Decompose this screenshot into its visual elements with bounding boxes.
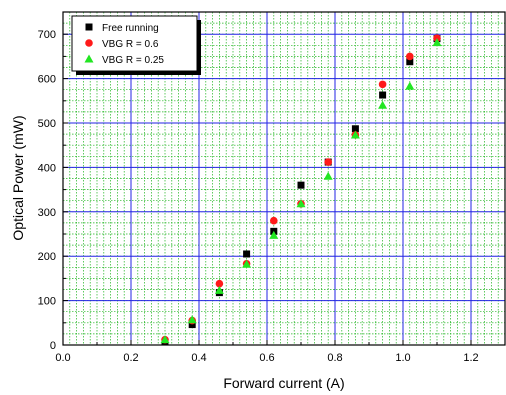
y-tick-label: 100 xyxy=(38,296,56,308)
y-tick-label: 400 xyxy=(38,162,56,174)
data-point xyxy=(188,321,196,329)
data-point xyxy=(269,230,279,239)
legend-markers xyxy=(84,23,94,63)
series-markers xyxy=(160,34,442,345)
data-point xyxy=(378,80,387,89)
data-point xyxy=(351,125,359,133)
x-axis-label: Forward current (A) xyxy=(223,375,344,391)
x-tick-label: 0.0 xyxy=(55,352,70,364)
legend-marker-2 xyxy=(84,54,94,63)
y-tick-label: 0 xyxy=(50,340,56,352)
series-2 xyxy=(160,38,442,344)
data-point xyxy=(214,285,224,294)
data-point xyxy=(405,81,415,90)
data-point xyxy=(270,216,278,225)
tick-labels: 0.0 0.2 0.4 0.6 0.8 1.0 1.2 0 100 200 300 400 500 600… xyxy=(38,29,479,364)
x-tick-label: 0.8 xyxy=(327,352,342,364)
legend-label-vbg-0-25: VBG R = 0.25 xyxy=(102,55,164,66)
legend-label-free-running: Free running xyxy=(102,23,159,34)
data-point xyxy=(406,58,414,66)
y-tick-label: 700 xyxy=(38,29,56,41)
y-tick-label: 600 xyxy=(38,74,56,86)
x-tick-label: 1.0 xyxy=(395,352,410,364)
x-tick-label: 1.2 xyxy=(463,352,478,364)
data-point xyxy=(243,250,251,258)
legend-marker-0 xyxy=(85,23,93,31)
data-point xyxy=(215,279,224,288)
data-point xyxy=(378,100,388,109)
y-tick-label: 500 xyxy=(38,118,56,130)
data-point xyxy=(160,335,170,344)
data-point xyxy=(187,315,197,324)
data-point xyxy=(379,91,387,99)
legend-marker-1 xyxy=(85,39,93,47)
data-point xyxy=(350,130,360,139)
legend: Free running VBG R = 0.6 VBG R = 0.25 xyxy=(71,15,201,75)
data-point xyxy=(296,199,306,208)
y-tick-label: 300 xyxy=(38,207,56,219)
x-tick-label: 0.2 xyxy=(123,352,138,364)
y-tick-label: 200 xyxy=(38,251,56,263)
data-point xyxy=(297,181,305,189)
y-axis-label: Optical Power (mW) xyxy=(10,115,26,240)
data-point xyxy=(323,171,333,180)
data-point xyxy=(406,52,414,61)
data-point xyxy=(324,158,333,166)
legend-label-vbg-0-6: VBG R = 0.6 xyxy=(102,39,159,50)
plot-frame xyxy=(62,11,506,346)
x-tick-label: 0.4 xyxy=(191,352,206,364)
data-point xyxy=(432,38,442,47)
data-point xyxy=(242,259,252,268)
x-tick-label: 0.6 xyxy=(259,352,274,364)
